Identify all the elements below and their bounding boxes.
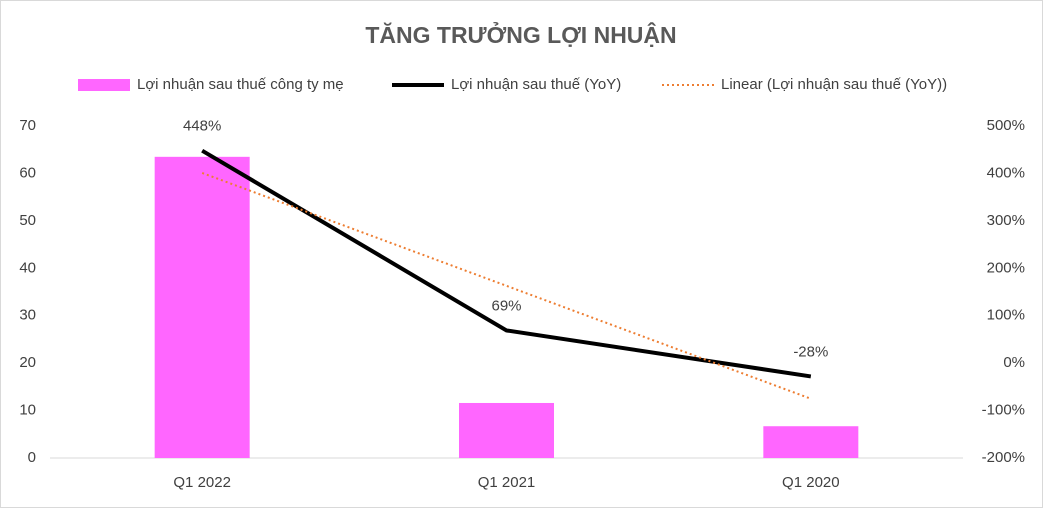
legend-label: Lợi nhuận sau thuế công ty mẹ <box>137 76 344 93</box>
data-label: 448% <box>183 118 221 135</box>
x-tick-label: Q1 2020 <box>782 474 840 491</box>
y2-tick-label: 500% <box>987 117 1025 134</box>
y2-tick-label: -100% <box>982 402 1025 419</box>
x-tick-label: Q1 2022 <box>173 474 231 491</box>
y-tick-label: 60 <box>19 164 36 181</box>
bar <box>459 402 554 458</box>
bar <box>154 156 250 459</box>
y2-tick-label: 200% <box>987 259 1025 276</box>
y-tick-label: 20 <box>19 354 36 371</box>
trend-line <box>201 172 812 400</box>
data-label: 69% <box>491 297 521 314</box>
y-tick-label: 70 <box>19 117 36 134</box>
y-tick-label: 30 <box>19 307 36 324</box>
legend-label: Lợi nhuận sau thuế (YoY) <box>451 76 621 93</box>
y2-tick-label: 100% <box>987 307 1025 324</box>
y2-tick-label: 400% <box>987 164 1025 181</box>
bar <box>763 426 859 458</box>
chart-title: TĂNG TRƯỞNG LỢI NHUẬN <box>365 20 676 48</box>
y-tick-label: 50 <box>19 212 36 229</box>
legend-swatch <box>78 79 130 91</box>
y2-tick-label: 0% <box>1003 354 1025 371</box>
x-tick-label: Q1 2021 <box>478 474 536 491</box>
legend-label: Linear (Lợi nhuận sau thuế (YoY)) <box>721 76 947 93</box>
y-tick-label: 10 <box>19 402 36 419</box>
y2-tick-label: -200% <box>982 449 1025 466</box>
y-tick-label: 40 <box>19 259 36 276</box>
y-tick-label: 0 <box>28 449 36 466</box>
y2-tick-label: 300% <box>987 212 1025 229</box>
data-label: -28% <box>793 343 828 360</box>
